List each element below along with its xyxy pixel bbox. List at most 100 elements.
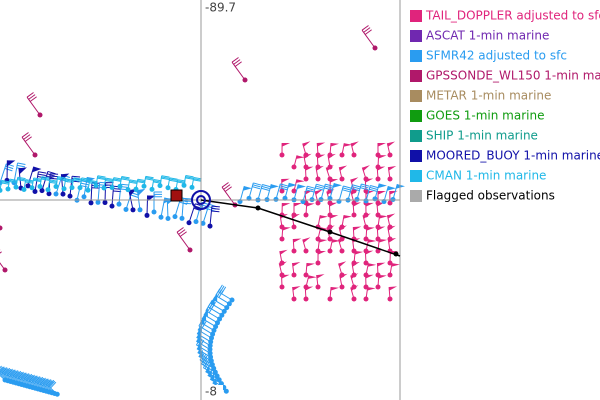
obs-dot bbox=[315, 260, 321, 266]
wind-flag bbox=[281, 274, 290, 279]
wind-feather bbox=[360, 185, 369, 189]
obs-dot bbox=[339, 284, 345, 290]
obs-dot bbox=[53, 191, 59, 197]
wind-feather bbox=[153, 180, 162, 183]
legend-swatch bbox=[410, 70, 422, 82]
wind-flag bbox=[281, 178, 290, 183]
wind-flag bbox=[389, 190, 398, 195]
wind-barb bbox=[34, 171, 39, 192]
wind-flag bbox=[305, 166, 314, 171]
wind-flag bbox=[303, 153, 312, 159]
wind-feather bbox=[97, 175, 106, 178]
wind-feather bbox=[65, 178, 74, 181]
wind-feather bbox=[363, 27, 371, 33]
wind-flag bbox=[7, 160, 16, 167]
wind-feather bbox=[24, 374, 31, 381]
wind-feather bbox=[193, 207, 202, 212]
obs-dot bbox=[60, 191, 66, 197]
legend-swatch bbox=[410, 30, 422, 42]
wind-feather bbox=[49, 181, 58, 185]
obs-dot bbox=[125, 187, 131, 193]
wind-feather bbox=[81, 179, 90, 183]
obs-dot bbox=[45, 187, 51, 193]
wind-feather bbox=[203, 360, 208, 369]
wind-feather bbox=[130, 194, 139, 198]
obs-dot bbox=[25, 183, 31, 189]
obs-dot bbox=[303, 212, 309, 218]
wind-feather bbox=[342, 189, 351, 193]
wind-flag bbox=[306, 203, 315, 207]
obs-dot bbox=[279, 152, 285, 158]
wind-feather bbox=[0, 366, 3, 371]
wind-flag bbox=[366, 227, 375, 231]
obs-dot bbox=[210, 331, 216, 337]
wind-feather bbox=[145, 175, 154, 179]
wind-feather bbox=[17, 177, 26, 181]
wind-barb bbox=[212, 298, 228, 309]
wind-flag bbox=[305, 286, 314, 291]
obs-dot bbox=[37, 184, 43, 190]
wind-feather bbox=[176, 227, 184, 233]
track-point bbox=[393, 251, 399, 257]
wind-feather bbox=[205, 303, 211, 312]
wind-feather bbox=[16, 371, 23, 379]
wind-feather bbox=[231, 57, 239, 63]
wind-flag bbox=[387, 225, 396, 231]
wind-feather bbox=[25, 181, 34, 184]
wind-flag bbox=[377, 166, 386, 171]
wind-feather bbox=[57, 177, 66, 180]
obs-dot bbox=[279, 188, 285, 194]
wind-barb bbox=[181, 198, 184, 219]
wind-flag bbox=[296, 179, 305, 183]
wind-feather bbox=[17, 164, 26, 168]
wind-flag bbox=[387, 141, 396, 147]
wind-feather bbox=[342, 187, 351, 191]
wind-flag bbox=[210, 372, 215, 382]
wind-feather bbox=[306, 189, 315, 193]
wind-feather bbox=[261, 187, 270, 191]
obs-dot bbox=[21, 186, 27, 192]
obs-dot bbox=[172, 214, 178, 220]
obs-dot bbox=[54, 391, 60, 397]
legend-label: MOORED_BUOY 1-min marine bbox=[426, 149, 600, 163]
wind-feather bbox=[234, 61, 242, 67]
legend-label: METAR 1-min marine bbox=[426, 89, 551, 103]
wind-feather bbox=[35, 377, 42, 384]
wind-feather bbox=[17, 179, 26, 182]
obs-dot bbox=[291, 296, 297, 302]
wind-feather bbox=[46, 380, 53, 387]
wind-flag bbox=[338, 261, 347, 267]
wind-feather bbox=[193, 177, 202, 180]
wind-feather bbox=[18, 372, 25, 380]
wind-flag bbox=[294, 203, 303, 207]
wind-feather bbox=[169, 179, 178, 183]
wind-feather bbox=[361, 25, 369, 31]
wind-flag bbox=[339, 273, 348, 279]
obs-dot bbox=[214, 320, 220, 326]
wind-barb bbox=[160, 197, 166, 218]
wind-feather bbox=[216, 289, 222, 297]
obs-dot bbox=[291, 272, 297, 278]
wind-feather bbox=[25, 180, 34, 183]
wind-barb bbox=[0, 262, 6, 271]
wind-feather bbox=[120, 183, 129, 186]
wind-flag bbox=[338, 237, 347, 243]
wind-feather bbox=[351, 186, 360, 190]
wind-flag bbox=[388, 237, 397, 243]
wind-feather bbox=[28, 94, 36, 100]
wind-feather bbox=[81, 177, 90, 180]
wind-flag bbox=[362, 213, 371, 219]
center-ring bbox=[191, 190, 211, 210]
wind-flag bbox=[317, 142, 326, 147]
wind-feather bbox=[183, 200, 192, 202]
wind-feather bbox=[41, 176, 50, 179]
wind-flag bbox=[379, 215, 388, 219]
wind-feather bbox=[153, 181, 162, 184]
track-point bbox=[327, 229, 333, 235]
wind-flag bbox=[330, 215, 339, 219]
wind-flag bbox=[350, 177, 359, 183]
wind-flag bbox=[362, 165, 370, 172]
obs-dot bbox=[387, 260, 393, 266]
wind-feather bbox=[23, 134, 31, 140]
wind-feather bbox=[38, 171, 47, 174]
